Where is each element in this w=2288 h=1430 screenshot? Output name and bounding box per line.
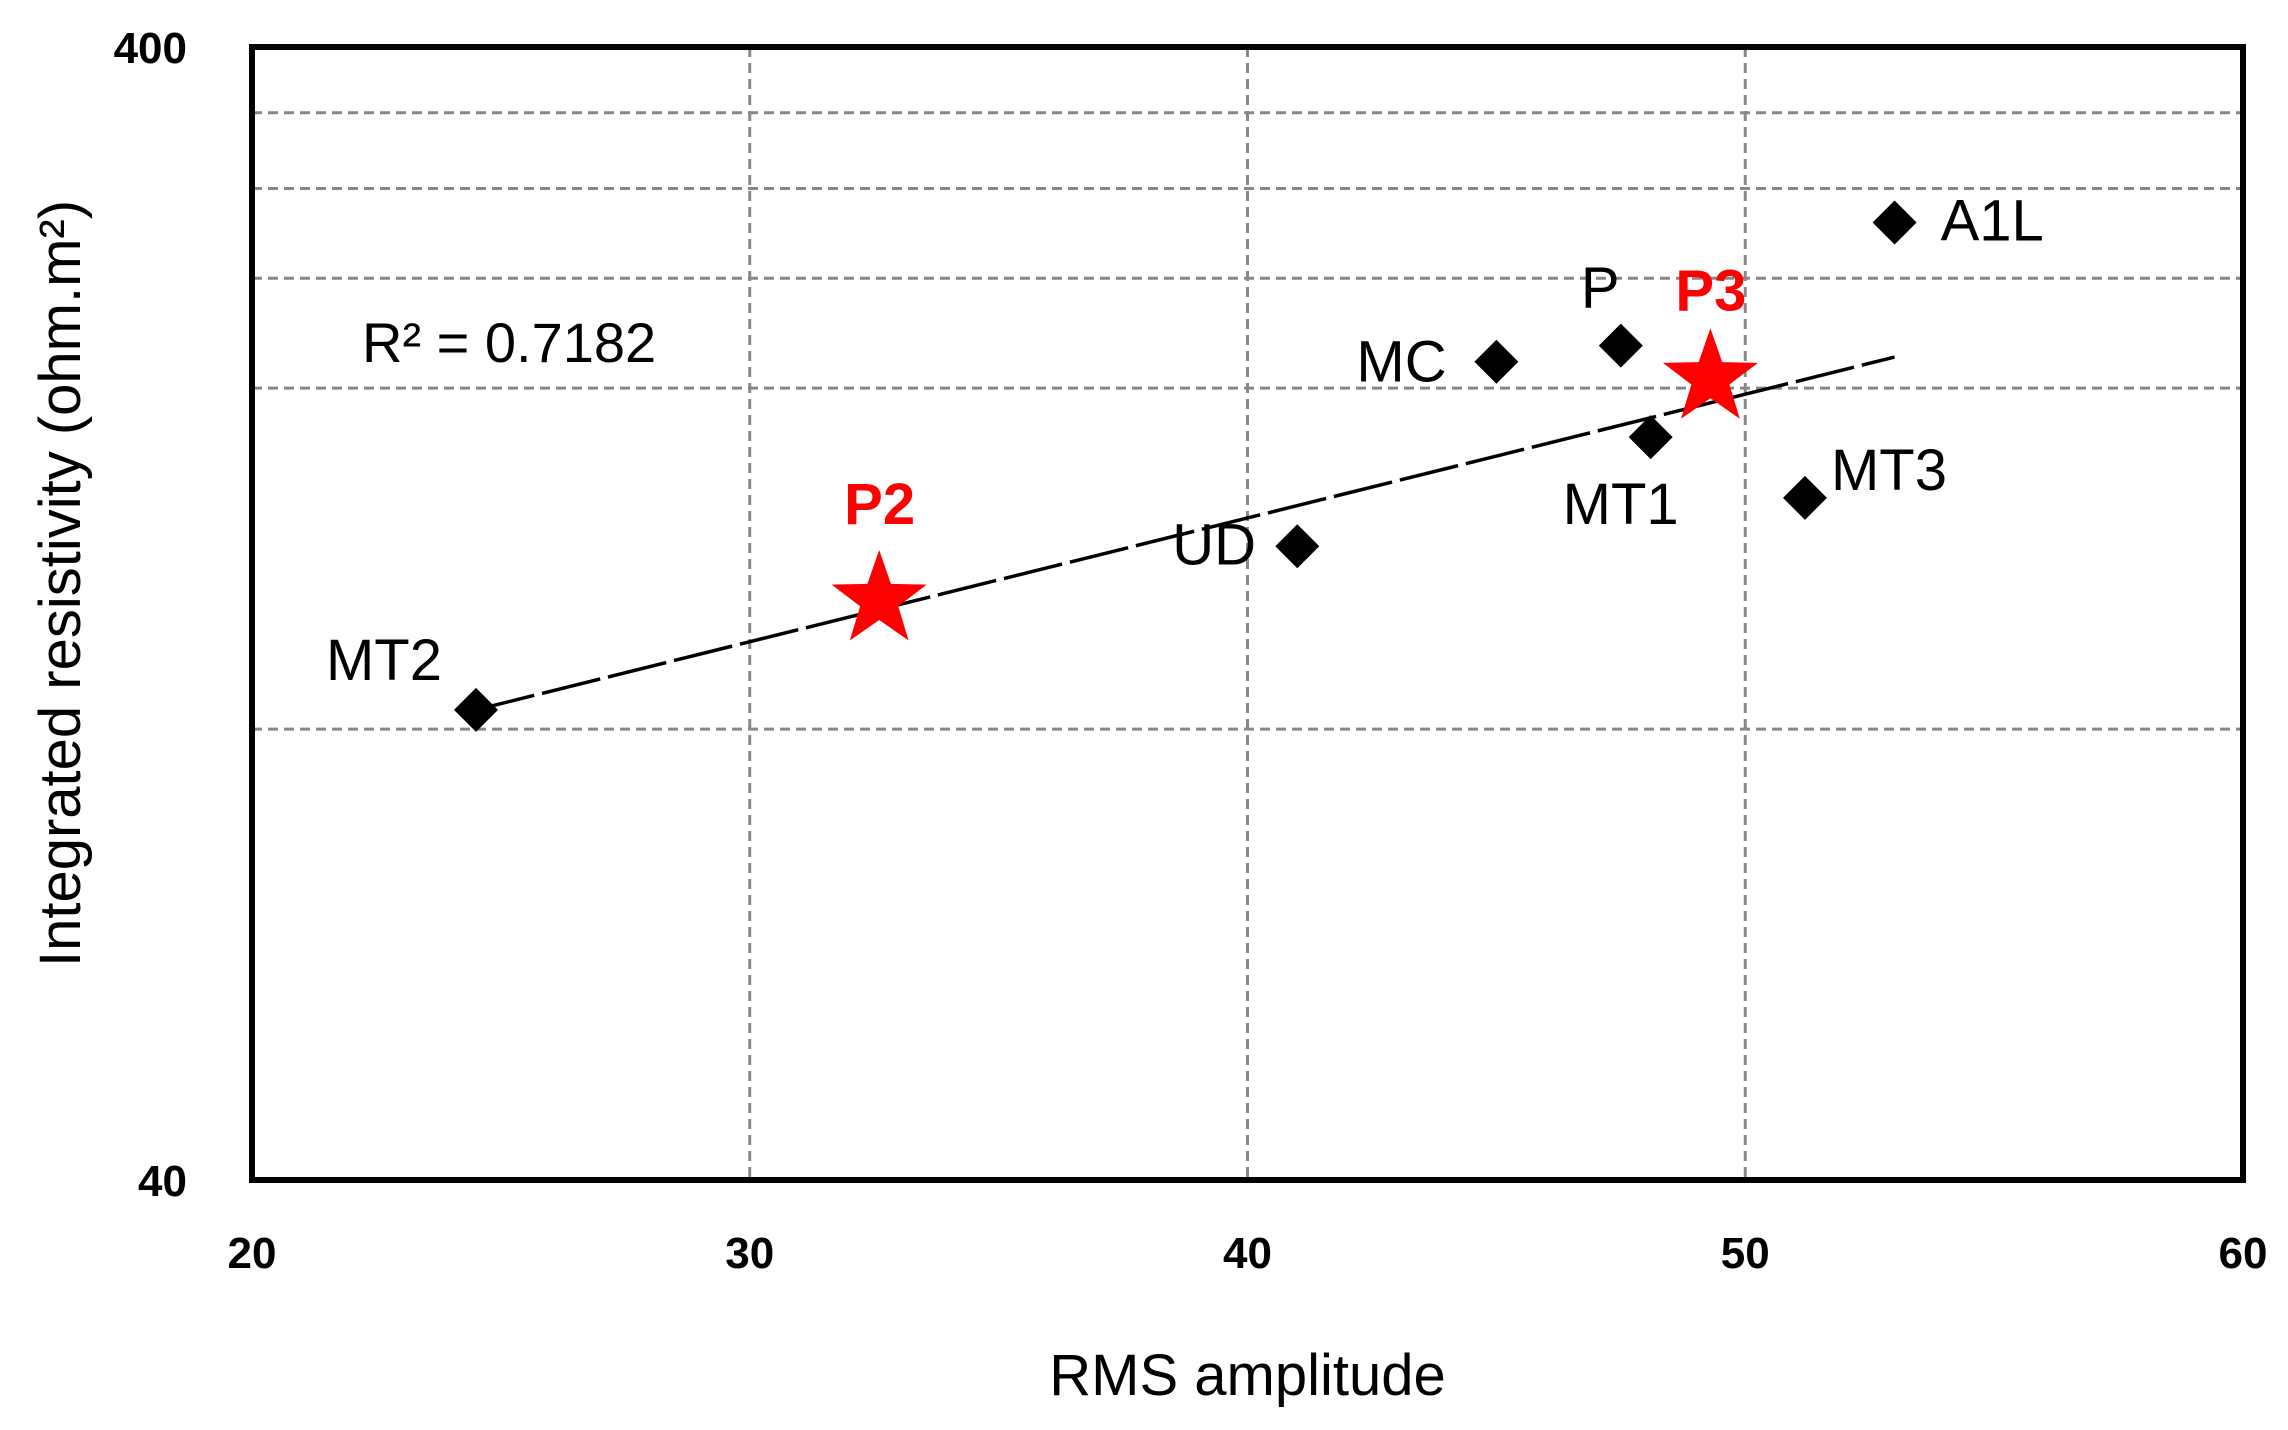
point-label-p: P (1581, 256, 1620, 321)
data-points: MT2 UD MC P MT1 MT3 A1L P2 P3 (326, 189, 2044, 732)
data-point-p3 (1662, 328, 1758, 419)
grid (252, 47, 2243, 1180)
y-axis-title: Integrated resistivity (ohm.m²) (28, 200, 93, 967)
data-point-mt3 (1782, 475, 1827, 520)
x-axis-title: RMS amplitude (1049, 1343, 1445, 1408)
data-point-ud (1275, 524, 1320, 569)
data-point-mt2 (453, 687, 498, 732)
data-point-a1l (1872, 200, 1917, 245)
x-tick-label: 40 (1223, 1229, 1272, 1278)
data-point-p (1598, 323, 1643, 368)
data-point-p2 (831, 550, 927, 641)
point-label-a1l: A1L (1941, 189, 2044, 254)
data-point-mt1 (1628, 415, 1673, 460)
point-label-mt2: MT2 (326, 628, 442, 693)
point-label-mt1: MT1 (1563, 472, 1679, 537)
x-tick-label: 50 (1721, 1229, 1770, 1278)
point-label-p3: P3 (1675, 258, 1746, 323)
y-tick-label: 40 (138, 1157, 187, 1206)
y-tick-label: 400 (114, 24, 187, 73)
x-axis-ticks: 20 30 40 50 60 (228, 1229, 2268, 1278)
x-tick-label: 30 (725, 1229, 774, 1278)
trendline-group (475, 355, 1895, 712)
point-label-mc: MC (1356, 330, 1446, 395)
point-label-p2: P2 (844, 472, 915, 537)
data-point-mc (1474, 339, 1519, 384)
plot-frame (249, 44, 2246, 1183)
trendline (475, 355, 1895, 712)
x-tick-label: 20 (228, 1229, 277, 1278)
r-squared-annotation: R² = 0.7182 (362, 311, 656, 374)
point-label-ud: UD (1172, 512, 1256, 577)
point-label-mt3: MT3 (1831, 438, 1947, 503)
x-tick-label: 60 (2219, 1229, 2268, 1278)
y-axis-ticks: 40 400 (114, 24, 187, 1206)
